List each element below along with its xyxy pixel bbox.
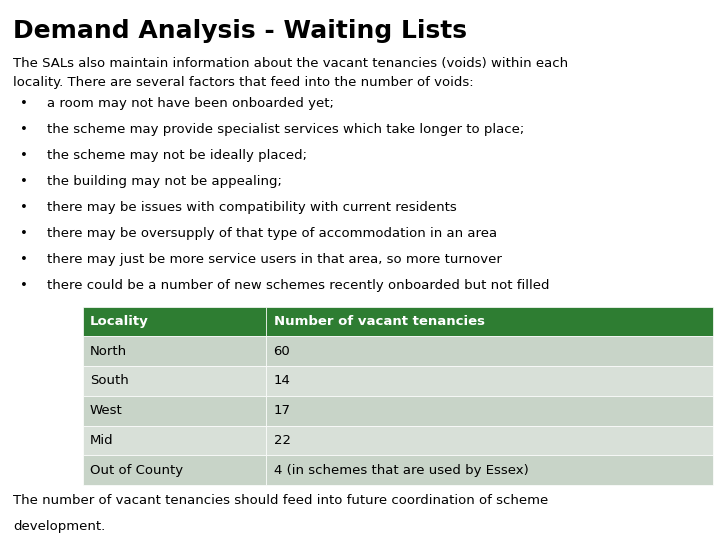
Text: Out of County: Out of County (90, 463, 183, 477)
Text: 22: 22 (274, 434, 291, 447)
FancyBboxPatch shape (266, 336, 713, 366)
FancyBboxPatch shape (83, 336, 266, 366)
FancyBboxPatch shape (266, 426, 713, 455)
Text: there may be oversupply of that type of accommodation in an area: there may be oversupply of that type of … (47, 227, 497, 240)
FancyBboxPatch shape (83, 396, 266, 426)
FancyBboxPatch shape (266, 307, 713, 336)
Text: Mid: Mid (90, 434, 114, 447)
Text: •: • (20, 175, 28, 188)
Text: •: • (20, 149, 28, 162)
Text: South: South (90, 374, 129, 388)
FancyBboxPatch shape (83, 307, 266, 336)
Text: there may just be more service users in that area, so more turnover: there may just be more service users in … (47, 253, 502, 266)
Text: 17: 17 (274, 404, 291, 417)
FancyBboxPatch shape (266, 455, 713, 485)
Text: •: • (20, 279, 28, 292)
Text: 14: 14 (274, 374, 290, 388)
Text: a room may not have been onboarded yet;: a room may not have been onboarded yet; (47, 97, 333, 110)
FancyBboxPatch shape (83, 426, 266, 455)
Text: •: • (20, 227, 28, 240)
Text: development.: development. (13, 520, 105, 533)
Text: the building may not be appealing;: the building may not be appealing; (47, 175, 282, 188)
Text: Demand Analysis - Waiting Lists: Demand Analysis - Waiting Lists (13, 19, 467, 43)
Text: The SALs also maintain information about the vacant tenancies (voids) within eac: The SALs also maintain information about… (13, 57, 568, 70)
Text: there may be issues with compatibility with current residents: there may be issues with compatibility w… (47, 201, 456, 214)
Text: North: North (90, 345, 127, 358)
Text: 4 (in schemes that are used by Essex): 4 (in schemes that are used by Essex) (274, 463, 528, 477)
Text: Number of vacant tenancies: Number of vacant tenancies (274, 315, 485, 328)
FancyBboxPatch shape (266, 366, 713, 396)
FancyBboxPatch shape (83, 366, 266, 396)
Text: •: • (20, 123, 28, 136)
Text: the scheme may provide specialist services which take longer to place;: the scheme may provide specialist servic… (47, 123, 524, 136)
FancyBboxPatch shape (266, 396, 713, 426)
Text: Locality: Locality (90, 315, 149, 328)
Text: the scheme may not be ideally placed;: the scheme may not be ideally placed; (47, 149, 307, 162)
Text: •: • (20, 97, 28, 110)
Text: there could be a number of new schemes recently onboarded but not filled: there could be a number of new schemes r… (47, 279, 549, 292)
Text: The number of vacant tenancies should feed into future coordination of scheme: The number of vacant tenancies should fe… (13, 494, 548, 507)
Text: •: • (20, 253, 28, 266)
Text: West: West (90, 404, 122, 417)
Text: 60: 60 (274, 345, 290, 358)
FancyBboxPatch shape (83, 455, 266, 485)
Text: locality. There are several factors that feed into the number of voids:: locality. There are several factors that… (13, 76, 474, 89)
Text: •: • (20, 201, 28, 214)
